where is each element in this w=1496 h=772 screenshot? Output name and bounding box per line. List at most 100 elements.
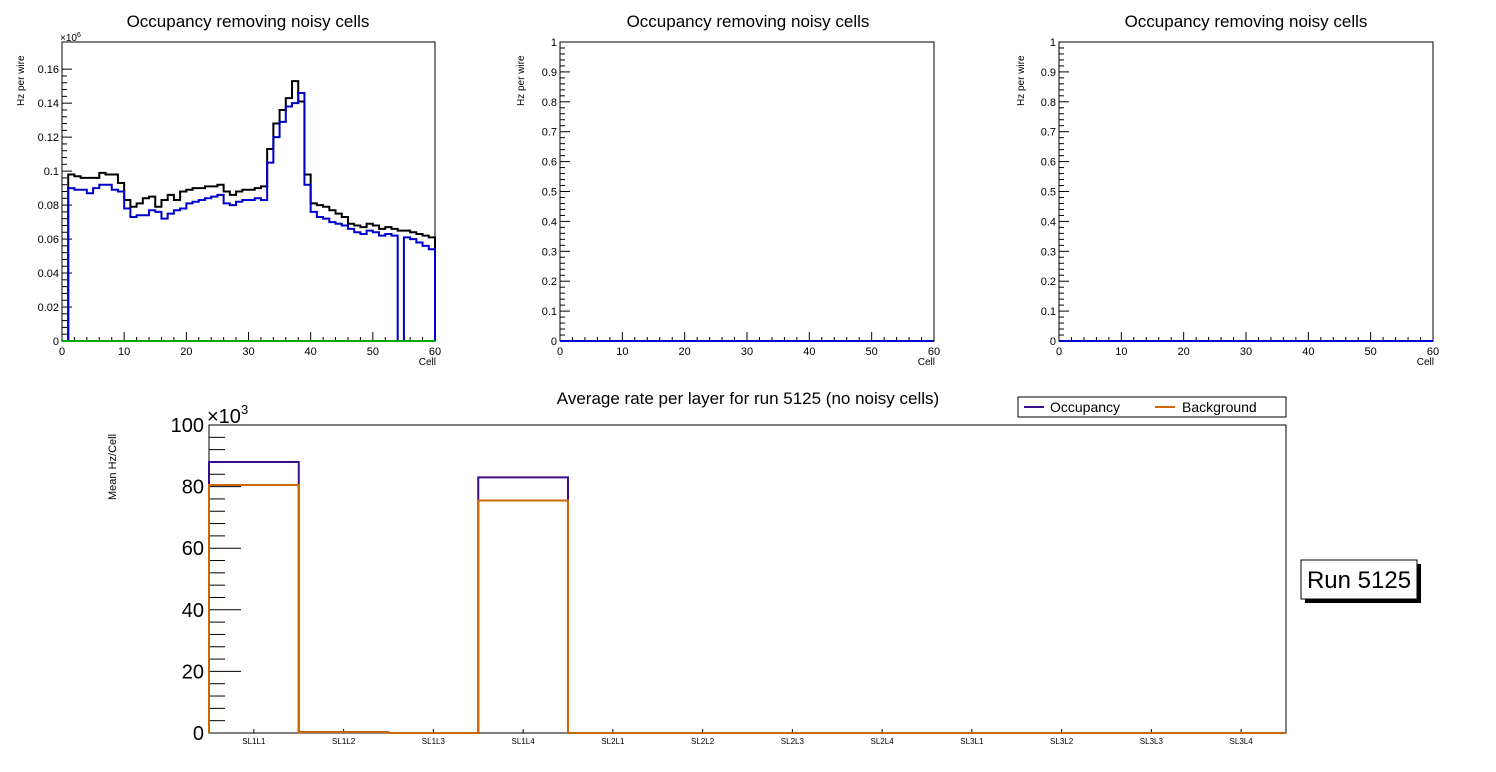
series-background [208,484,1286,734]
x-tick-label: 60 [1427,346,1439,358]
y-tick-label: 0 [1050,336,1056,348]
x-tick-label: SL2L2 [691,737,715,746]
x-tick-label: 20 [180,346,192,358]
x-tick-label: 20 [1178,346,1190,358]
y-axis-label: Hz per wire [16,55,27,106]
plot-frame [208,424,1287,734]
y-tick-label: 0.5 [1041,187,1056,199]
x-tick-label: 30 [741,346,753,358]
series-group [62,80,436,342]
x-tick-label: 20 [679,346,691,358]
y-tick-label: 0.1 [1041,306,1056,318]
x-tick-label: 0 [557,346,563,358]
x-tick-label: 0 [59,346,65,358]
x-tick-label: SL1L4 [512,737,536,746]
y-axis-label: Mean Hz/Cell [107,434,119,500]
y-tick-label: 0.4 [1041,216,1056,228]
y-tick-label: 0.14 [38,98,59,110]
x-ticks: 0 10 20 30 40 50 60 [59,332,441,358]
y-tick-label: 0.3 [542,246,557,258]
y-tick-label: 0.1 [44,166,59,178]
y-tick-label: 0.06 [38,234,59,246]
y-tick-label: 80 [182,477,204,499]
y-tick-label: 20 [182,661,204,683]
y-tick-label: 0.6 [1041,157,1056,169]
y-tick-label: 0.1 [542,306,557,318]
panel-top-left: Occupancy removing noisy cells Hz per wi… [16,12,441,368]
x-tick-label: 40 [305,346,317,358]
legend-label-occupancy: Occupancy [1050,399,1120,415]
x-tick-label: SL3L4 [1230,737,1254,746]
x-tick-label: 30 [1240,346,1252,358]
x-tick-label: SL3L3 [1140,737,1164,746]
x-tick-label: 10 [118,346,130,358]
y-multiplier: ×103 [207,402,248,428]
x-tick-label: 60 [928,346,940,358]
y-tick-label: 0.12 [38,132,59,144]
x-tick-label: 50 [866,346,878,358]
plot-frame [559,41,935,342]
panel-top-right: Occupancy removing noisy cells Hz per wi… [1016,12,1439,368]
y-tick-label: 0.8 [542,97,557,109]
x-ticks: 0 10 20 30 40 50 60 [1056,332,1439,358]
x-ticks: 0 10 20 30 40 50 60 [557,332,940,358]
y-ticks: 0 0.02 0.04 0.06 0.08 0.1 0.12 0.14 0.16 [38,64,72,348]
y-tick-label: 0.2 [542,276,557,288]
y-tick-label: 0.9 [542,67,557,79]
y-tick-label: 0.16 [38,64,59,76]
x-tick-label: SL2L4 [871,737,895,746]
y-tick-label: 40 [182,600,204,622]
y-ticks: 0 0.1 0.2 0.3 0.4 0.5 0.6 0.7 0.8 0.9 1 [1041,37,1069,348]
x-axis-label: Cell [918,357,935,368]
x-tick-label: 0 [1056,346,1062,358]
y-tick-label: 0.5 [542,187,557,199]
run-label-frame [1300,559,1418,600]
series-total [62,80,436,342]
x-tick-label: SL3L1 [960,737,984,746]
y-tick-label: 0.3 [1041,246,1056,258]
y-tick-label: 0.2 [1041,276,1056,288]
y-tick-label: 0 [551,336,557,348]
run-label-box: Run 5125 [1300,559,1421,603]
y-multiplier: ×106 [60,32,81,44]
x-tick-label: 40 [803,346,815,358]
y-tick-label: 0.08 [38,200,59,212]
series-occupancy [208,460,1286,734]
y-ticks: 0 20 40 60 80 100 [171,415,241,745]
y-tick-label: 0.9 [1041,67,1056,79]
y-axis-label: Hz per wire [516,55,527,106]
legend-label-background: Background [1182,399,1257,415]
x-tick-label: 30 [242,346,254,358]
y-tick-label: 0.7 [1041,127,1056,139]
y-tick-label: 0 [193,723,204,745]
y-tick-label: 0.8 [1041,97,1056,109]
y-tick-label: 0.02 [38,302,59,314]
y-tick-label: 0.04 [38,268,59,280]
y-tick-label: 1 [551,37,557,49]
x-tick-label: SL3L2 [1050,737,1074,746]
chart-title: Occupancy removing noisy cells [127,12,370,31]
chart-title: Average rate per layer for run 5125 (no … [557,389,939,408]
y-axis-label: Hz per wire [1016,55,1027,106]
x-axis-label: Cell [1417,357,1434,368]
x-axis-label: Cell [419,357,436,368]
y-tick-label: 0.4 [542,216,557,228]
x-tick-label: SL1L2 [332,737,356,746]
series-background [62,91,436,342]
x-tick-label: 10 [616,346,628,358]
legend-frame [1017,396,1287,418]
x-tick-label: SL2L3 [781,737,805,746]
legend: Occupancy Background [1017,396,1287,418]
plot-frame [1058,41,1434,342]
y-tick-label: 0 [53,336,59,348]
y-ticks: 0 0.1 0.2 0.3 0.4 0.5 0.6 0.7 0.8 0.9 1 [542,37,570,348]
x-tick-label: SL2L1 [601,737,625,746]
y-tick-label: 0.7 [542,127,557,139]
panel-top-middle: Occupancy removing noisy cells Hz per wi… [516,12,940,368]
run-label-text: Run 5125 [1307,567,1411,594]
chart-title: Occupancy removing noisy cells [1125,12,1368,31]
x-tick-label: 50 [1365,346,1377,358]
panel-bottom: Average rate per layer for run 5125 (no … [107,389,1421,746]
x-tick-label: 10 [1115,346,1127,358]
